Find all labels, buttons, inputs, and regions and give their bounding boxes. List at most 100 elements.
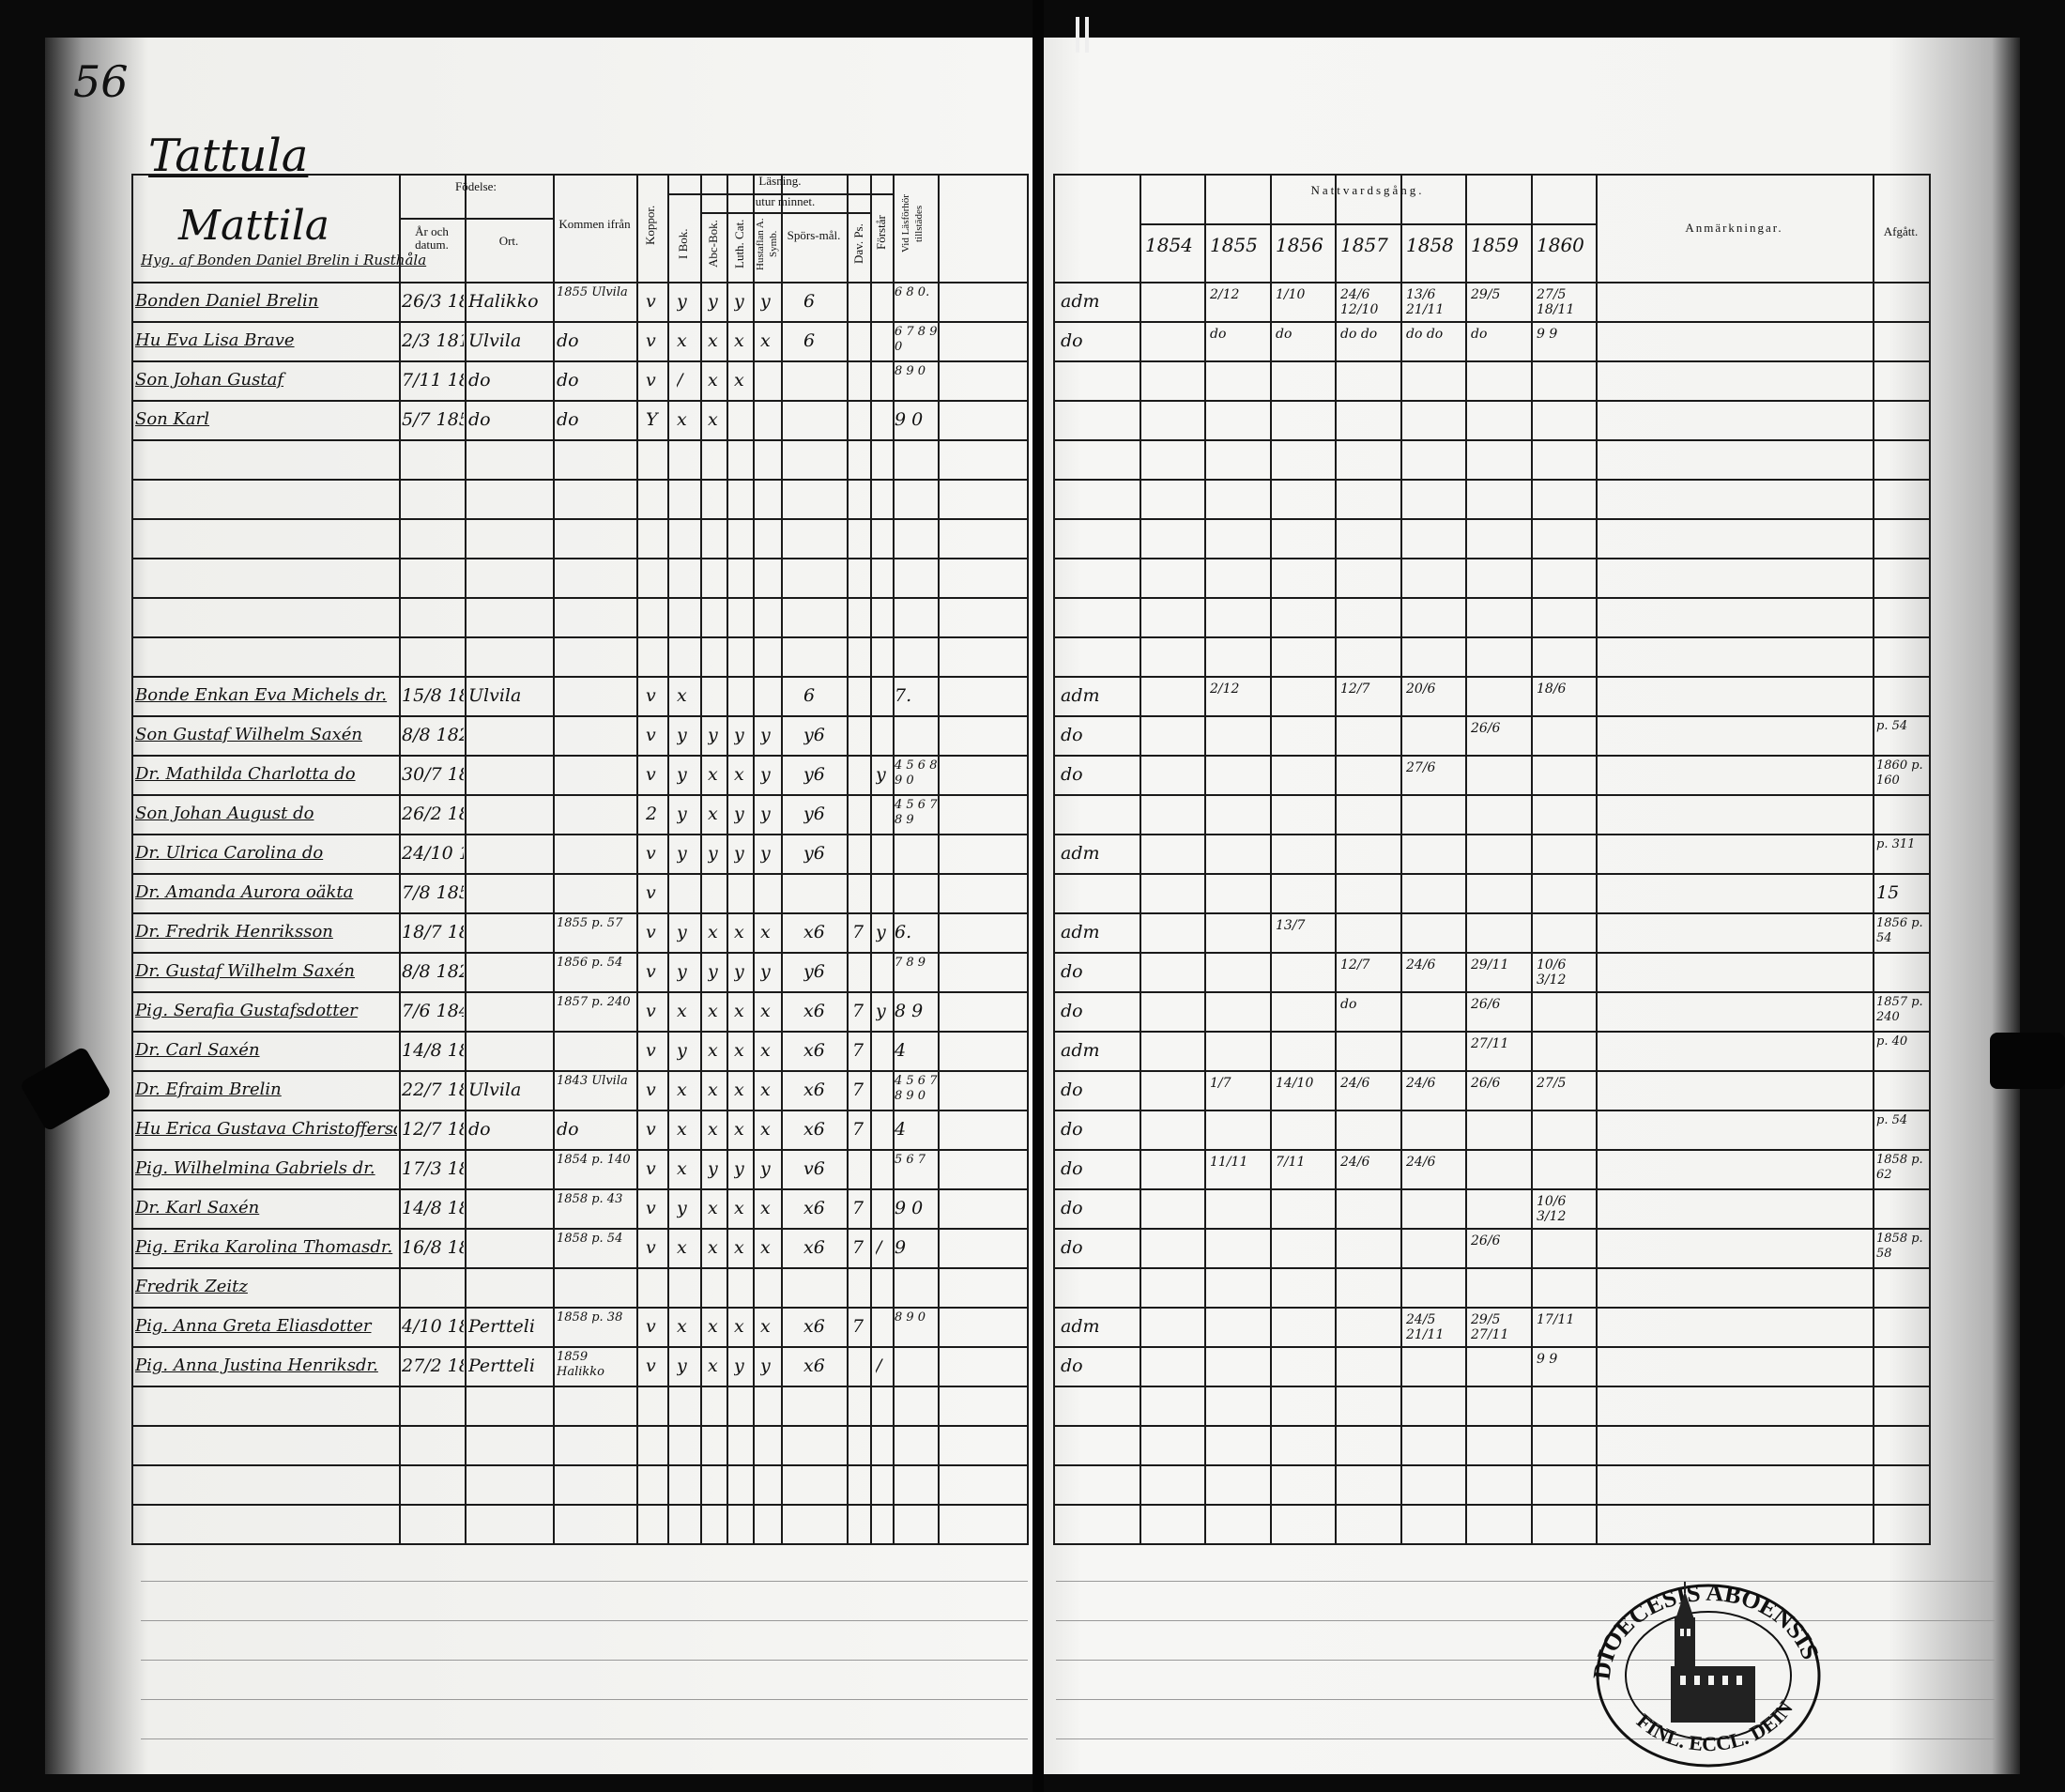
cell-abc: y (708, 961, 718, 982)
cell-luth: x (734, 330, 744, 351)
cell-remark: do (1061, 725, 1083, 745)
cell-nattvard: do (1276, 327, 1293, 342)
cell-abc: x (708, 1001, 718, 1021)
column-divider (553, 174, 555, 1543)
row-rule (131, 873, 1029, 875)
row-rule (1053, 1149, 1931, 1151)
cell-spors: x6 (803, 1001, 825, 1021)
header-ar: År och datum. (415, 224, 449, 252)
row-rule (131, 321, 1029, 323)
cell-vid: 4 5 6 7 8 9 (895, 798, 938, 827)
cell-kopper: v (646, 922, 656, 942)
cell-nattvard: 24/6 12/10 (1340, 287, 1379, 317)
row-rule (131, 518, 1029, 520)
cell-kommen: 1855 p. 57 (557, 916, 623, 930)
cell-nattvard: 11/11 (1210, 1155, 1248, 1170)
cell-hust: x (760, 1198, 771, 1218)
book-gutter (1032, 0, 1044, 1792)
column-divider (1027, 174, 1029, 1543)
cell-kommen: 1858 p. 54 (557, 1232, 623, 1246)
cell-hust: y (760, 961, 771, 982)
header-afgatt: Afgått. (1883, 224, 1919, 238)
column-divider (131, 174, 133, 1543)
row-rule (131, 1543, 1029, 1545)
cell-kopper: v (646, 1119, 656, 1140)
cell-name: Pig. Erika Karolina Thomasdr. (135, 1237, 393, 1257)
cell-hust: x (760, 1080, 771, 1100)
row-rule (131, 1031, 1029, 1033)
cell-kommen: 1854 p. 140 (557, 1153, 631, 1167)
cell-remark: do (1061, 764, 1083, 785)
cell-luth: y (734, 843, 744, 864)
cell-spors: x6 (803, 1198, 825, 1218)
cell-dav: 7 (852, 1001, 864, 1021)
cell-vid: 4 5 6 7 8 9 0 (895, 1074, 938, 1103)
cell-afgatt: 1857 p. 240 (1876, 995, 1923, 1024)
cell-luth: x (734, 1040, 744, 1061)
cell-name: Dr. Amanda Aurora oäkta (135, 882, 354, 902)
header-hustaflan: Hustaflan A. Symb. (755, 218, 779, 270)
cell-luth: y (734, 291, 744, 312)
ruled-line (1056, 1581, 1995, 1582)
cell-ibok: / (677, 370, 683, 391)
cell-nattvard: 29/5 27/11 (1471, 1312, 1509, 1342)
column-divider (1335, 174, 1337, 1543)
cell-spors: 6 (803, 291, 816, 312)
row-rule (131, 1228, 1029, 1230)
cell-remark: do (1061, 1080, 1083, 1100)
cell-ort: do (468, 409, 491, 430)
cell-spors: x6 (803, 1355, 825, 1376)
cell-nattvard: 13/7 (1276, 918, 1306, 933)
cell-nattvard: 17/11 (1537, 1312, 1575, 1327)
page-tab-right (1990, 1033, 2065, 1089)
diocese-stamp: DIOECESIS ABOENSIS FINL. ECCL. DEIN (1588, 1579, 1825, 1768)
cell-nattvard: 24/5 21/11 (1406, 1312, 1445, 1342)
cell-ibok: x (677, 1080, 687, 1100)
cell-spors: 6 (803, 685, 816, 706)
ruled-line (1056, 1620, 1995, 1621)
header-ort: Ort. (498, 234, 519, 248)
cell-name: Bonden Daniel Brelin (135, 291, 319, 311)
cell-luth: x (734, 1119, 744, 1140)
cell-nattvard: 27/6 (1406, 760, 1436, 775)
row-rule (1053, 558, 1931, 559)
ruled-line (141, 1581, 1028, 1582)
row-rule (131, 400, 1029, 402)
gutter-mark (1085, 17, 1089, 53)
cell-nattvard: 24/6 (1340, 1076, 1370, 1091)
cell-date: 12/7 1828 (402, 1119, 464, 1140)
header-luth: Luth. Cat. (732, 219, 746, 269)
cell-kopper: v (646, 961, 656, 982)
cell-ibok: x (677, 685, 687, 706)
cell-kommen: do (557, 370, 579, 391)
row-rule (131, 1346, 1029, 1348)
cell-nattvard: 12/7 (1340, 957, 1370, 973)
ruled-line (1056, 1738, 1995, 1739)
cell-hust: x (760, 1119, 771, 1140)
cell-dav: 7 (852, 1040, 864, 1061)
header-dav: Dav. Ps. (851, 223, 865, 265)
cell-remark: do (1061, 1355, 1083, 1376)
header-utur-minnet: utur minnet. (755, 194, 816, 208)
cell-nattvard: 26/6 (1471, 1233, 1501, 1248)
cell-nattvard: 24/6 (1406, 1155, 1436, 1170)
cell-date: 27/2 1843 (402, 1355, 464, 1376)
column-divider (893, 174, 895, 1543)
cell-abc: x (708, 1119, 718, 1140)
header-forstar: Förstår (874, 215, 888, 251)
cell-kommen: do (557, 330, 579, 351)
row-rule (1053, 794, 1931, 796)
cell-nattvard: 27/11 (1471, 1036, 1509, 1051)
cell-forstar: / (876, 1355, 882, 1376)
cell-remark: do (1061, 1198, 1083, 1218)
cell-hust: y (760, 764, 771, 785)
cell-ibok: x (677, 1001, 687, 1021)
cell-hust: y (760, 804, 771, 824)
cell-luth: y (734, 725, 744, 745)
row-rule (1053, 1267, 1931, 1269)
column-divider (667, 174, 669, 1543)
cell-dav: 7 (852, 1080, 864, 1100)
column-divider (1596, 174, 1598, 1543)
column-divider (636, 174, 638, 1543)
cell-nattvard: 13/6 21/11 (1406, 287, 1445, 317)
